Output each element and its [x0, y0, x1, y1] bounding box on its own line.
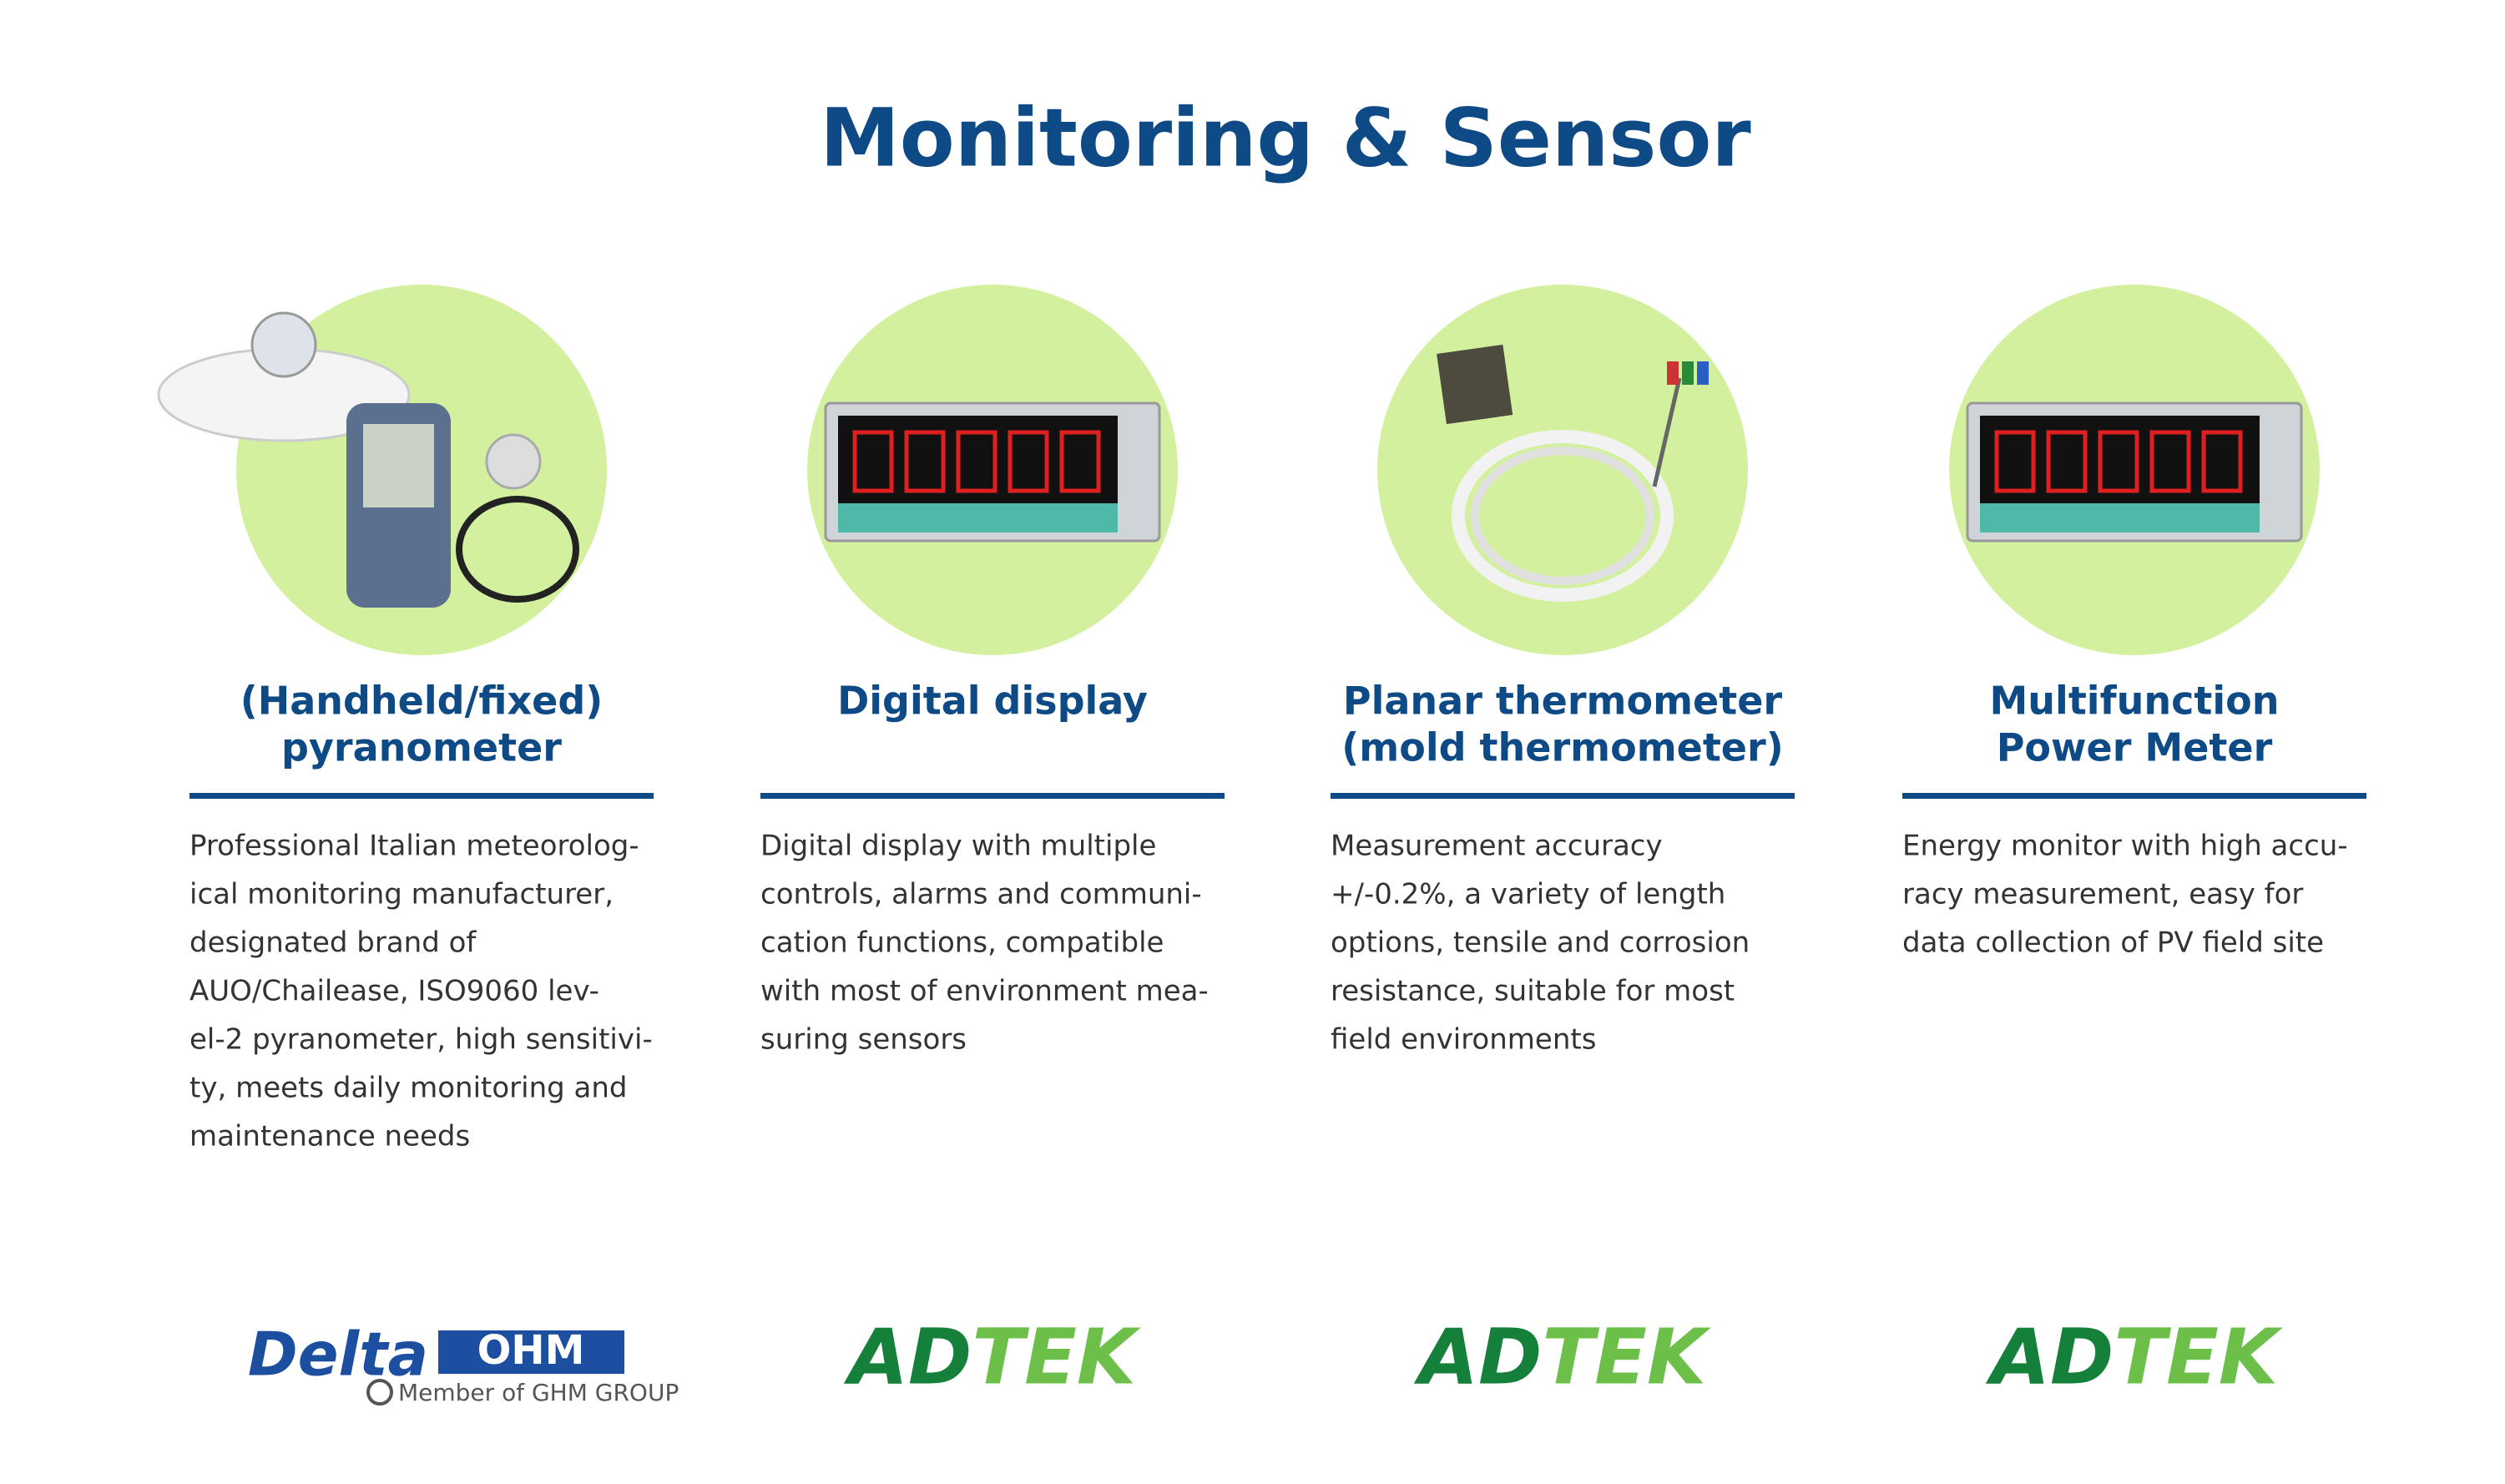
brand-logo: ADTEK [844, 1312, 1141, 1401]
dome-glass [250, 311, 317, 378]
product-description: with most of environment mea- [760, 975, 1209, 1008]
product-description: +/-0.2%, a variety of length [1331, 878, 1725, 911]
probe-plate [1437, 344, 1513, 425]
product-image [1437, 344, 1709, 602]
product-heading: Multifunction [1990, 679, 2280, 724]
handheld-screen [363, 424, 434, 507]
terminal [1667, 361, 1679, 385]
product-description: designated brand of [189, 926, 477, 960]
product-description: field environments [1331, 1023, 1596, 1057]
product-description: data collection of PV field site [1902, 926, 2324, 960]
logo-box-text: OHM [477, 1327, 585, 1374]
wire [1652, 377, 1682, 487]
product-description: cation functions, compatible [760, 926, 1164, 960]
product-heading: (mold thermometer) [1341, 725, 1783, 770]
digit [1059, 430, 1101, 493]
logo-name: ADTEK [1986, 1312, 2283, 1401]
logo-name: ADTEK [844, 1312, 1141, 1401]
heading-rule [1902, 793, 2366, 799]
product-card: Planar thermometer(mold thermometer) Meas… [1331, 285, 1795, 1401]
logo-tagline: Member of GHM GROUP [398, 1379, 679, 1406]
product-image [824, 401, 1161, 543]
product-description: el-2 pyranometer, high sensitivi- [189, 1023, 653, 1057]
panel-strip [838, 503, 1118, 533]
product-heading: Digital display [837, 679, 1148, 724]
product-image [157, 311, 579, 608]
page-title: Monitoring & Sensor [820, 91, 1751, 184]
coil-inner [1471, 447, 1654, 585]
product-description: suring sensors [760, 1023, 967, 1057]
panel-strip [1980, 503, 2260, 533]
brand-logo: Delta OHM Member of GHM GROUP [248, 1320, 679, 1406]
brand-logo: ADTEK [1986, 1312, 2283, 1401]
brand-logo: ADTEK [1414, 1312, 1711, 1401]
product-heading: (Handheld/fixed) [240, 679, 604, 724]
digit [2098, 430, 2139, 493]
digit [2149, 430, 2191, 493]
product-description: options, tensile and corrosion [1331, 926, 1750, 960]
product-heading: pyranometer [281, 725, 562, 770]
product-heading: Power Meter [1997, 725, 2273, 770]
sensor [485, 433, 542, 490]
digit [2201, 430, 2243, 493]
product-description: Professional Italian meteorolog- [189, 830, 639, 863]
heading-rule [189, 793, 654, 799]
product-description: Digital display with multiple [760, 830, 1156, 863]
logo-name: ADTEK [1414, 1312, 1711, 1401]
digit [2046, 430, 2088, 493]
cable [456, 496, 579, 603]
terminal [1697, 361, 1709, 385]
digit [956, 430, 997, 493]
product-description: racy measurement, easy for [1902, 878, 2303, 911]
product-description: controls, alarms and communi- [760, 878, 1202, 911]
logo-ring [366, 1379, 393, 1406]
logo-box [438, 1330, 624, 1374]
digit [1008, 430, 1049, 493]
product-card: (Handheld/fixed)pyranometer Professional … [157, 285, 679, 1406]
product-description: Measurement accuracy [1331, 830, 1663, 863]
product-description: Energy monitor with high accu- [1902, 830, 2348, 863]
digit [1994, 430, 2036, 493]
digit [904, 430, 946, 493]
product-description: ty, meets daily monitoring and [189, 1072, 628, 1105]
product-description: AUO/Chailease, ISO9060 lev- [189, 975, 599, 1008]
digit [852, 430, 894, 493]
logo-name: Delta [248, 1320, 428, 1390]
heading-rule [760, 793, 1225, 799]
coil [1452, 430, 1674, 602]
terminal [1682, 361, 1694, 385]
product-description: ical monitoring manufacturer, [189, 878, 614, 911]
product-card: Digital display Digital display with mult… [760, 285, 1225, 1401]
product-description: resistance, suitable for most [1331, 975, 1735, 1008]
product-description: maintenance needs [189, 1120, 470, 1153]
product-image [1966, 401, 2303, 543]
heading-rule [1331, 793, 1795, 799]
product-heading: Planar thermometer [1343, 679, 1782, 724]
